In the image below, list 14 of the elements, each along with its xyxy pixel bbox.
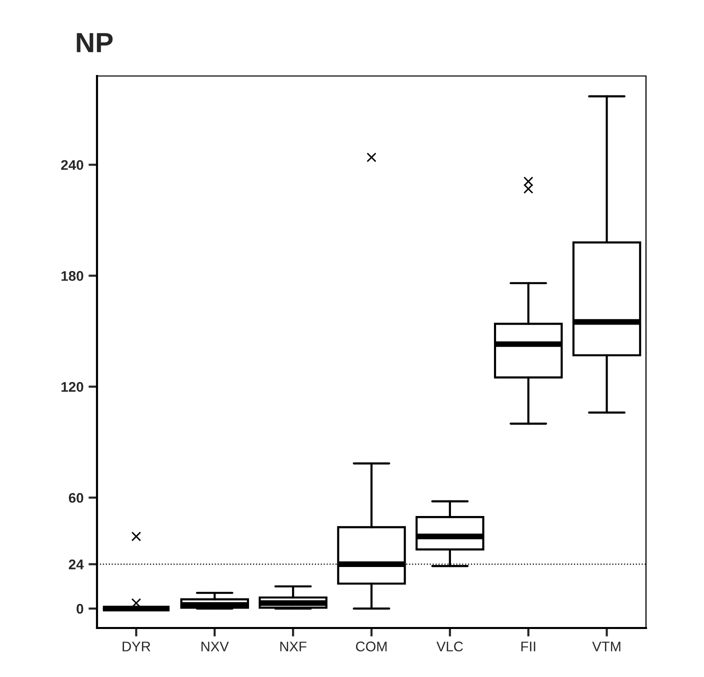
y-tick-label: 0 bbox=[76, 604, 84, 614]
x-tick-label: DYR bbox=[122, 642, 150, 652]
x-tick-label: FII bbox=[521, 642, 536, 652]
y-tick-label: 240 bbox=[61, 160, 84, 170]
y-tick-label: 120 bbox=[62, 382, 84, 392]
x-tick-label: NXV bbox=[202, 642, 229, 652]
x-tick-label: VLC bbox=[436, 642, 463, 652]
y-tick-label: 180 bbox=[62, 271, 84, 281]
chart-title: NP bbox=[76, 33, 113, 52]
x-tick-label: VTM bbox=[592, 642, 620, 652]
x-tick-label: NXF bbox=[280, 642, 306, 652]
y-tick-label: 24 bbox=[68, 560, 84, 570]
x-tick-label: COM bbox=[356, 642, 387, 652]
y-tick-label: 60 bbox=[68, 492, 84, 503]
